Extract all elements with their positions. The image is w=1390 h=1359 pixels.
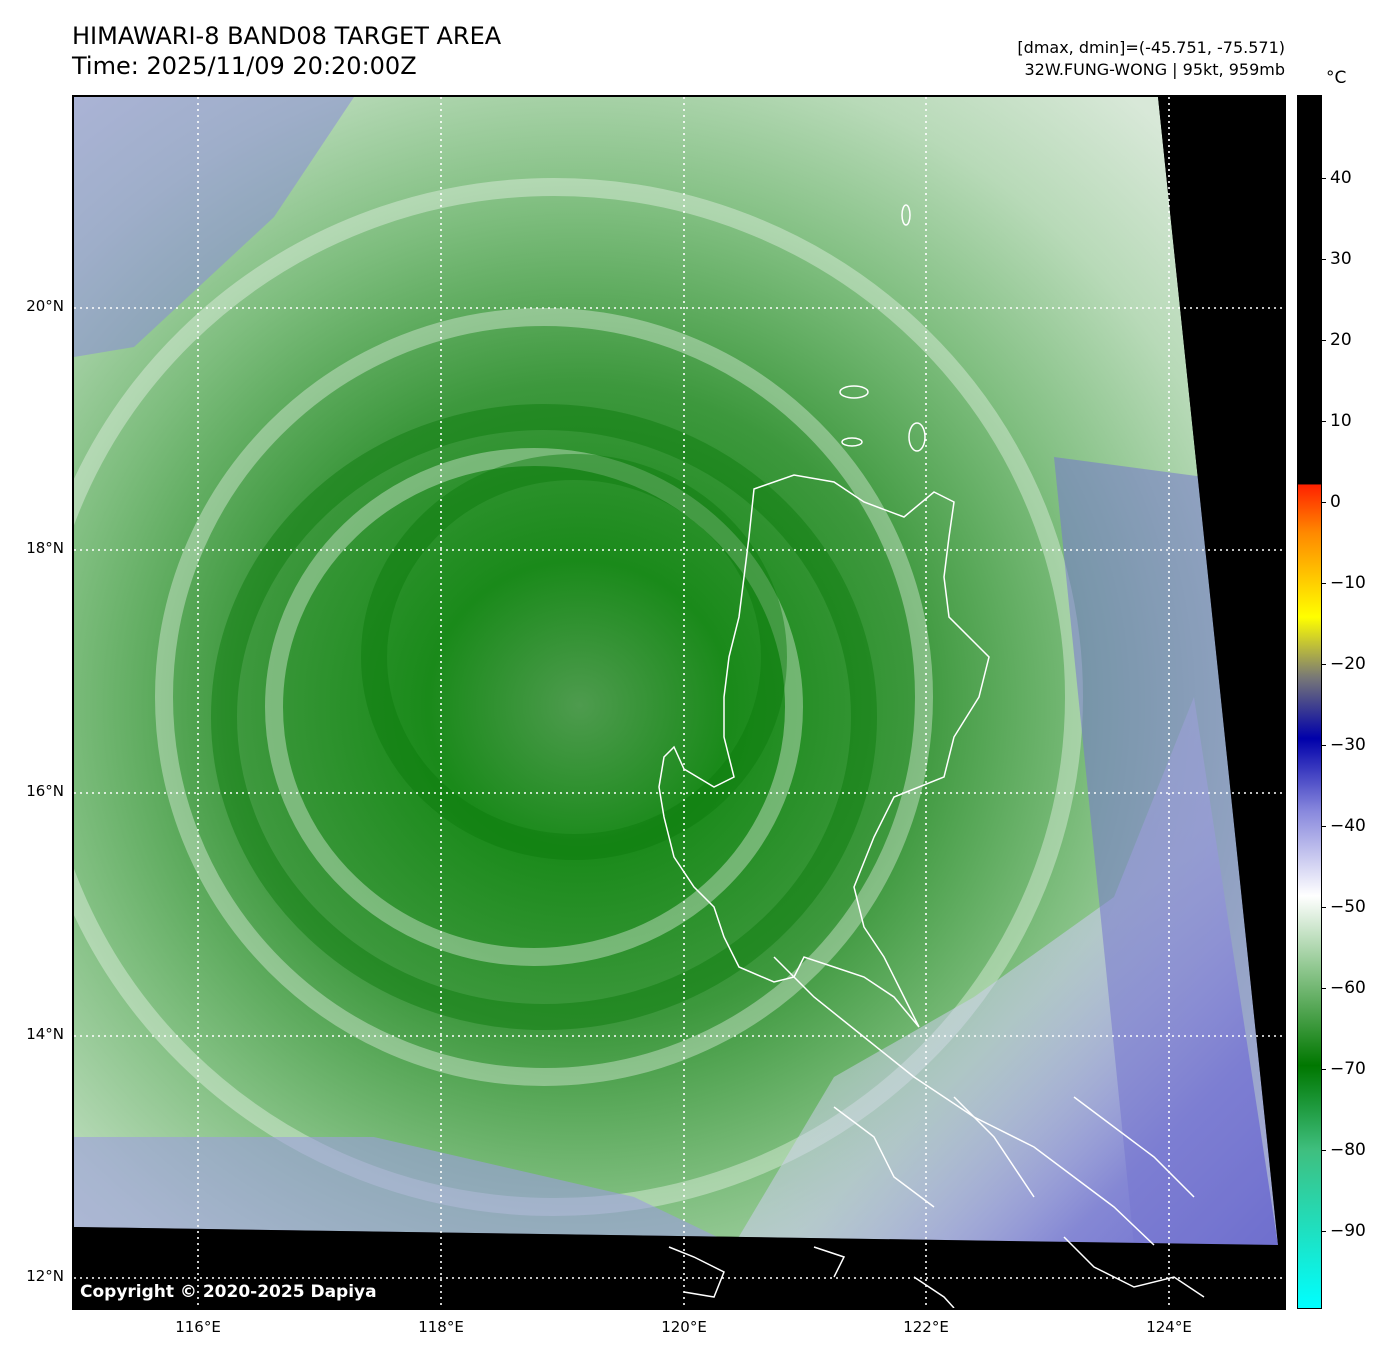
colorbar-tick-mark	[1322, 259, 1326, 260]
colorbar-tick-label: −40	[1330, 816, 1366, 836]
colorbar-unit: °C	[1326, 68, 1347, 88]
colorbar-tick-mark	[1322, 988, 1326, 989]
colorbar-tick-mark	[1322, 664, 1326, 665]
image-timestamp: Time: 2025/11/09 20:20:00Z	[72, 52, 417, 80]
colorbar-tick-mark	[1322, 1150, 1326, 1151]
lon-label-118e: 118°E	[418, 1318, 464, 1336]
copyright-text: Copyright © 2020-2025 Dapiya	[80, 1282, 377, 1302]
storm-info-text: 32W.FUNG-WONG | 95kt, 959mb	[1024, 60, 1285, 79]
colorbar-tick-label: −80	[1330, 1140, 1366, 1160]
colorbar-tick-mark	[1322, 907, 1326, 908]
colorbar-tick-label: −10	[1330, 573, 1366, 593]
coastline-overlay	[658, 204, 1205, 1308]
satellite-image-canvas	[74, 97, 1284, 1308]
colorbar-tick-label: −90	[1330, 1221, 1366, 1241]
lat-label-18n: 18°N	[26, 539, 64, 557]
colorbar-tick-mark	[1322, 745, 1326, 746]
lon-label-124e: 124°E	[1146, 1318, 1192, 1336]
image-title: HIMAWARI-8 BAND08 TARGET AREA	[72, 22, 502, 50]
colorbar-tick-label: −60	[1330, 978, 1366, 998]
temperature-range-text: [dmax, dmin]=(-45.751, -75.571)	[1017, 38, 1285, 57]
colorbar-tick-mark	[1322, 502, 1326, 503]
colorbar-tick-label: 0	[1330, 492, 1341, 512]
colorbar-tick-mark	[1322, 421, 1326, 422]
lon-label-120e: 120°E	[661, 1318, 707, 1336]
colorbar-tick-mark	[1322, 1231, 1326, 1232]
colorbar-tick-label: −20	[1330, 654, 1366, 674]
lon-label-116e: 116°E	[175, 1318, 221, 1336]
lat-label-16n: 16°N	[26, 782, 64, 800]
lat-label-14n: 14°N	[26, 1025, 64, 1043]
colorbar-tick-label: 30	[1330, 249, 1352, 269]
lat-label-20n: 20°N	[26, 297, 64, 315]
colorbar-tick-label: −30	[1330, 735, 1366, 755]
colorbar-tick-label: 40	[1330, 168, 1352, 188]
colorbar-tick-mark	[1322, 826, 1326, 827]
colorbar-tick-label: 20	[1330, 330, 1352, 350]
colorbar-tick-label: −50	[1330, 897, 1366, 917]
satellite-image-map: Copyright © 2020-2025 Dapiya	[72, 95, 1286, 1310]
colorbar-tick-mark	[1322, 1069, 1326, 1070]
lon-label-122e: 122°E	[903, 1318, 949, 1336]
colorbar-tick-label: 10	[1330, 411, 1352, 431]
colorbar-tick-mark	[1322, 340, 1326, 341]
colorbar-tick-label: −70	[1330, 1059, 1366, 1079]
lat-label-12n: 12°N	[26, 1267, 64, 1285]
temperature-colorbar	[1297, 95, 1322, 1309]
colorbar-tick-mark	[1322, 178, 1326, 179]
colorbar-tick-mark	[1322, 583, 1326, 584]
